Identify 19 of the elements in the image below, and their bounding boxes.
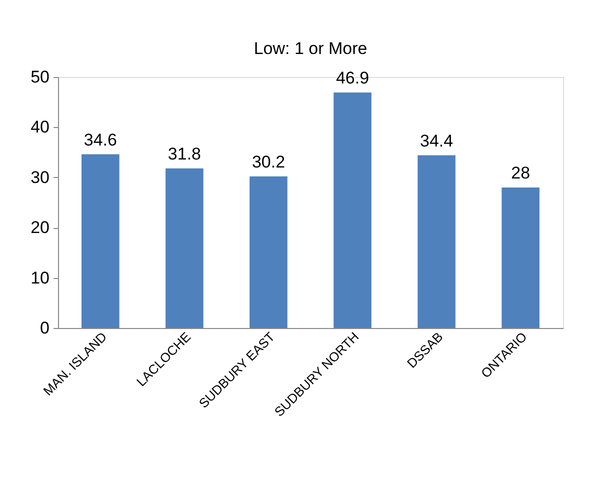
bar: [334, 92, 372, 328]
y-tick-label: 0: [40, 318, 50, 338]
data-label: 34.6: [84, 130, 117, 150]
y-tick-label: 50: [30, 68, 50, 86]
y-tick-label: 20: [30, 218, 50, 238]
bar: [250, 176, 288, 328]
bar: [418, 155, 456, 328]
y-tick-label: 40: [30, 118, 50, 137]
bar: [82, 154, 120, 328]
data-label: 28: [511, 163, 530, 182]
data-label: 30.2: [252, 152, 286, 172]
data-label: 31.8: [168, 144, 202, 164]
y-tick-label: 30: [30, 168, 50, 187]
y-tick-label: 10: [30, 268, 50, 288]
data-label: 34.4: [420, 131, 454, 150]
chart-title: Low: 1 or More: [254, 39, 368, 58]
bar: [502, 187, 540, 328]
bar: [166, 168, 204, 328]
data-label: 46.9: [336, 68, 370, 88]
